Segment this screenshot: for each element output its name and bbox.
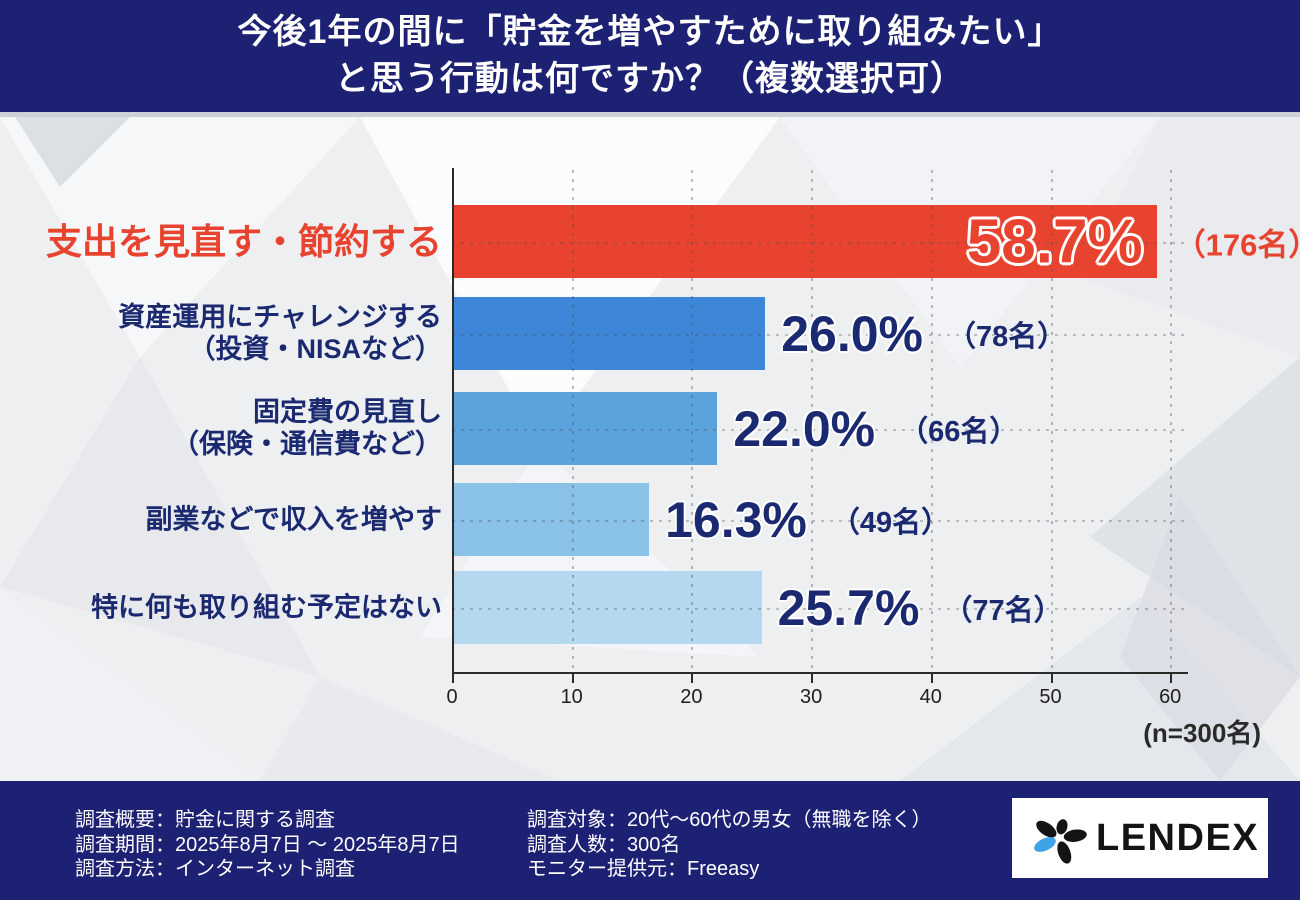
- x-tickmark-0: [452, 674, 454, 683]
- value-group-4: 25.7% （77名）: [778, 579, 1063, 637]
- gridline-vertical-60: [1170, 170, 1173, 672]
- header: 今後1年の間に「貯金を増やすために取り組みたい」 と思う行動は何ですか？（複数選…: [0, 0, 1300, 117]
- footer: 調査概要：貯金に関する調査 調査期間：2025年8月7日 ～ 2025年8月7日…: [0, 781, 1300, 900]
- value-label-4: 25.7%: [777, 579, 920, 636]
- value-label-1: 26.0%: [781, 305, 923, 362]
- x-axis-line: [452, 672, 1188, 674]
- lendex-logo: LENDEX: [1012, 798, 1268, 878]
- page-title-line-2: と思う行動は何ですか？（複数選択可）: [335, 60, 965, 98]
- gridline-horizontal-0: [452, 241, 1188, 244]
- count-label-0: （176名）: [1174, 227, 1300, 262]
- chart: 0 10 20 30 40 50 60 支出を見直す・節約する資産運用にチャレンジする （投資…: [0, 117, 1300, 781]
- x-tickmark-60: [1170, 674, 1173, 683]
- survey-method: 調査方法：インターネット調査: [75, 858, 355, 880]
- survey-count: 調査人数：300名: [527, 833, 681, 856]
- x-ticklabel-30: 30: [799, 686, 823, 708]
- gridline-vertical-10: [571, 170, 574, 672]
- bar-3: [454, 483, 650, 556]
- value-group-1: 26.0% （78名）: [781, 305, 1066, 363]
- count-label-4: （77名）: [943, 594, 1063, 627]
- gridline-horizontal-4: [452, 607, 1188, 610]
- bar-0: [454, 205, 1157, 278]
- bar-1: [454, 297, 766, 370]
- value-group-2: 22.0% （66名）: [733, 400, 1018, 458]
- sample-size-note: (n=300名): [1143, 718, 1261, 748]
- survey-monitor-provider: モニター提供元：Freeasy: [527, 858, 760, 880]
- count-label-3: （49名）: [830, 506, 951, 539]
- gridline-vertical-20: [691, 170, 694, 672]
- page-title-line-1: 今後1年の間に「貯金を増やすために取り組みたい」: [237, 13, 1063, 51]
- survey-overview: 調査概要：貯金に関する調査: [75, 809, 335, 831]
- gridline-horizontal-1: [452, 333, 1188, 336]
- gridline-vertical-50: [1050, 170, 1053, 672]
- lendex-logo-text: LENDEX: [1096, 816, 1260, 859]
- x-tickmark-10: [571, 674, 574, 683]
- lendex-pinwheel-icon: [1034, 819, 1087, 864]
- x-ticklabel-40: 40: [919, 686, 942, 708]
- x-ticklabel-60: 60: [1159, 686, 1182, 708]
- gridline-horizontal-3: [452, 519, 1188, 522]
- count-label-1: （78名）: [947, 320, 1067, 353]
- bar-2: [454, 392, 718, 465]
- value-label-0: 58.7%: [966, 207, 1143, 276]
- gridline-vertical-40: [930, 170, 933, 672]
- category-label-2: 固定費の見直し （保険・通信費など）: [172, 396, 442, 460]
- bar-4: [454, 571, 762, 644]
- survey-period: 調査期間：2025年8月7日 ～ 2025年8月7日: [75, 833, 460, 856]
- x-ticklabel-0: 0: [446, 686, 458, 708]
- x-tickmark-40: [930, 674, 933, 683]
- y-axis-spine: [452, 168, 454, 672]
- value-label-3: 16.3%: [665, 491, 807, 548]
- category-label-1: 資産運用にチャレンジする （投資・NISAなど）: [118, 301, 442, 365]
- x-tickmark-20: [691, 674, 694, 683]
- x-ticklabel-20: 20: [680, 686, 703, 708]
- category-label-0: 支出を見直す・節約する: [45, 220, 442, 262]
- x-ticklabel-10: 10: [560, 686, 583, 708]
- gridline-vertical-30: [811, 170, 814, 672]
- x-tickmark-50: [1050, 674, 1053, 683]
- value-group-3: 16.3% （49名）: [665, 491, 950, 549]
- survey-target: 調査対象：20代～60代の男女（無職を除く）: [527, 809, 932, 831]
- survey-meta-left: 調査概要：貯金に関する調査 調査期間：2025年8月7日 ～ 2025年8月7日…: [75, 808, 460, 882]
- x-ticklabel-50: 50: [1039, 686, 1062, 708]
- x-tickmark-30: [811, 674, 814, 683]
- count-label-2: （66名）: [899, 415, 1019, 448]
- chart-area: 0 10 20 30 40 50 60 支出を見直す・節約する資産運用にチャレンジする （投資…: [0, 117, 1300, 781]
- category-label-3: 副業などで収入を増やす: [145, 504, 442, 535]
- survey-meta-mid: 調査対象：20代～60代の男女（無職を除く） 調査人数：300名 モニター提供元…: [527, 808, 932, 882]
- category-label-4: 特に何も取り組む予定はない: [91, 592, 442, 623]
- value-label-2: 22.0%: [733, 400, 876, 457]
- gridline-horizontal-2: [452, 428, 1188, 431]
